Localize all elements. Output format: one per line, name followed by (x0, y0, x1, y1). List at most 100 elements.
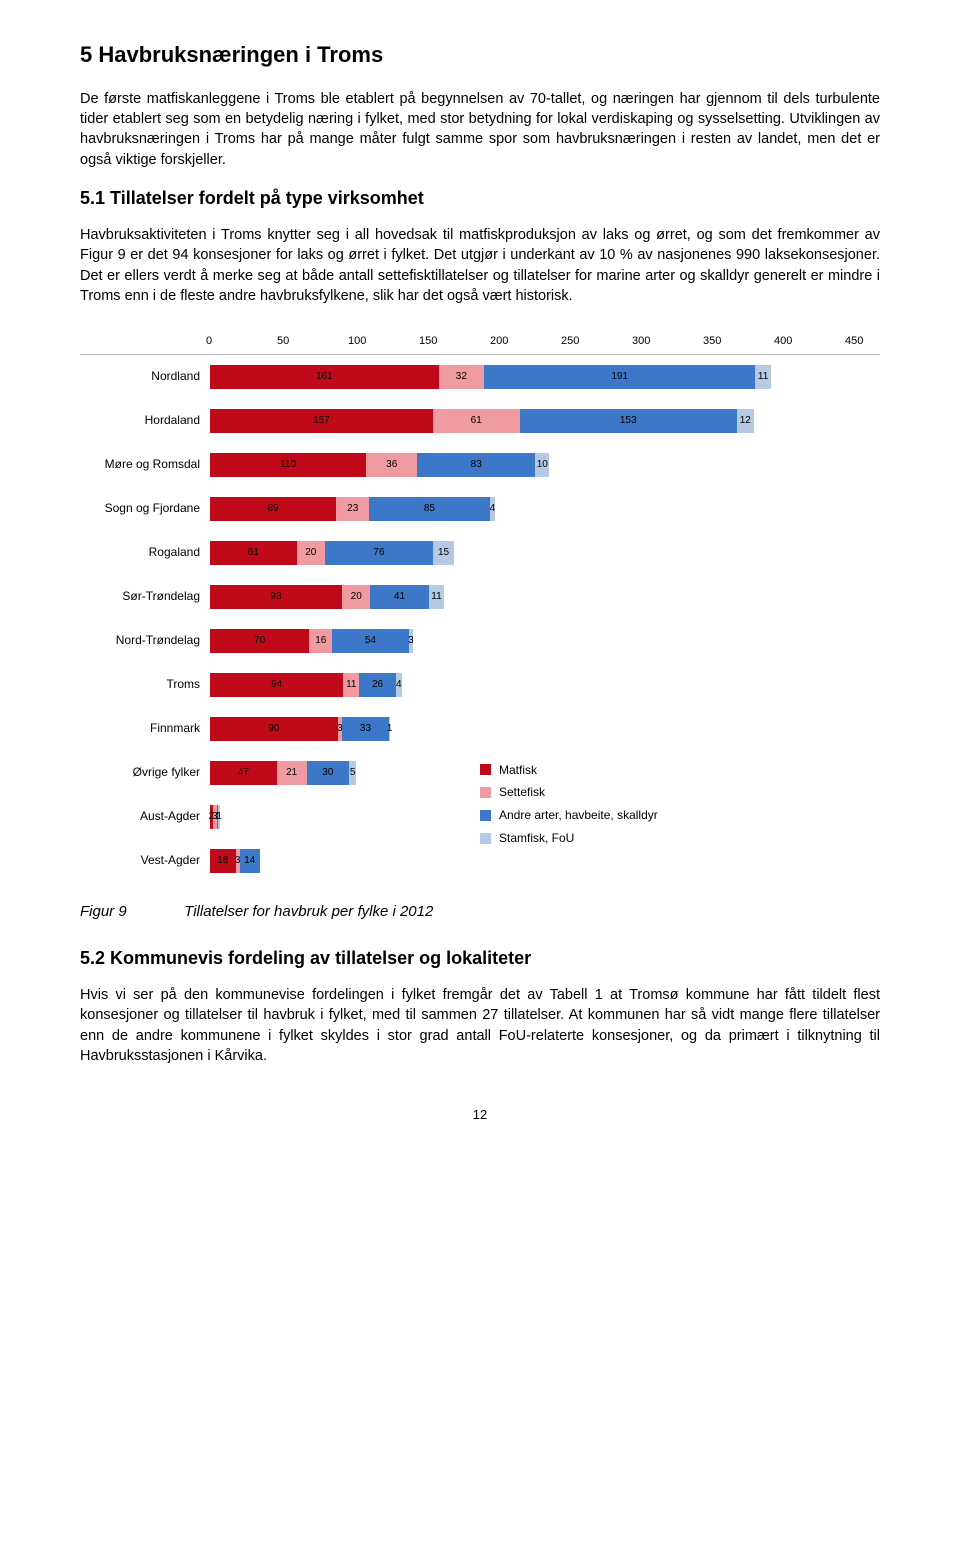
chart-bar-track: 93204111 (210, 585, 880, 609)
chart-row: Hordaland1576115312 (80, 399, 880, 443)
x-tick: 150 (419, 334, 490, 349)
legend-label: Stamfisk, FoU (499, 830, 574, 847)
figure-caption: Figur 9 Tillatelser for havbruk per fylk… (80, 901, 880, 922)
legend-label: Andre arter, havbeite, skalldyr (499, 807, 658, 824)
chart-row-label: Aust-Agder (80, 808, 210, 825)
chart-bar-segment: 153 (520, 409, 737, 433)
chart-row-label: Sogn og Fjordane (80, 500, 210, 517)
chart-bar-segment: 90 (210, 717, 338, 741)
chart-bar-segment: 33 (342, 717, 389, 741)
chart-bar-segment: 26 (359, 673, 396, 697)
chart-bar-segment: 5 (349, 761, 356, 785)
x-tick: 450 (845, 334, 916, 349)
subsection-heading-1: 5.1 Tillatelser fordelt på type virksomh… (80, 186, 880, 211)
chart-bar-segment: 12 (737, 409, 754, 433)
chart-bar-segment: 47 (210, 761, 277, 785)
chart-row: Rogaland61207615 (80, 531, 880, 575)
chart-bar-segment: 191 (484, 365, 755, 389)
x-tick: 0 (206, 334, 277, 349)
chart-row-label: Sør-Trøndelag (80, 588, 210, 605)
paragraph-2: Havbruksaktiviteten i Troms knytter seg … (80, 225, 880, 306)
x-tick: 50 (277, 334, 348, 349)
x-tick: 250 (561, 334, 632, 349)
chart-bar-segment: 20 (342, 585, 370, 609)
subsection-heading-2: 5.2 Kommunevis fordeling av tillatelser … (80, 946, 880, 971)
chart-bar-segment: 83 (417, 453, 535, 477)
chart-row-label: Øvrige fylker (80, 764, 210, 781)
chart-row-label: Finnmark (80, 720, 210, 737)
legend-label: Settefisk (499, 784, 545, 801)
chart-bar-segment: 161 (210, 365, 439, 389)
chart-bar-segment: 4 (490, 497, 496, 521)
chart-bar-segment: 110 (210, 453, 366, 477)
chart-bar-track: 1576115312 (210, 409, 880, 433)
chart-bar-track: 903331 (210, 717, 880, 741)
chart-bar-segment: 36 (366, 453, 417, 477)
x-tick: 300 (632, 334, 703, 349)
section-heading: 5 Havbruksnæringen i Troms (80, 40, 880, 71)
chart-bar-segment: 16 (309, 629, 332, 653)
chart-bar-track: 110368310 (210, 453, 880, 477)
x-tick: 400 (774, 334, 845, 349)
legend-swatch (480, 764, 491, 775)
chart-bar-segment: 94 (210, 673, 343, 697)
chart-container: 050100150200250300350400450 Nordland1613… (80, 334, 880, 882)
legend-item: Andre arter, havbeite, skalldyr (480, 807, 658, 824)
chart-bar-segment: 61 (210, 541, 297, 565)
x-tick: 100 (348, 334, 419, 349)
chart-bar-segment: 1 (389, 717, 390, 741)
chart-row: Troms9411264 (80, 663, 880, 707)
chart-bar-segment: 85 (369, 497, 490, 521)
chart-row-label: Troms (80, 676, 210, 693)
chart-bar-track: 9411264 (210, 673, 880, 697)
legend-swatch (480, 833, 491, 844)
chart-bar-segment: 11 (429, 585, 445, 609)
legend-swatch (480, 787, 491, 798)
legend-item: Stamfisk, FoU (480, 830, 658, 847)
chart-bar-segment: 14 (240, 849, 260, 873)
chart-bar-segment: 32 (439, 365, 484, 389)
paragraph-intro: De første matfiskanleggene i Troms ble e… (80, 89, 880, 170)
chart-row-label: Nord-Trøndelag (80, 632, 210, 649)
chart-bar-track: 7016543 (210, 629, 880, 653)
chart-row: Nordland1613219111 (80, 355, 880, 399)
chart-bar-segment: 76 (325, 541, 433, 565)
chart-bar-segment: 157 (210, 409, 433, 433)
chart-bar-segment: 18 (210, 849, 236, 873)
chart-bar-segment: 89 (210, 497, 336, 521)
chart-bar-segment: 21 (277, 761, 307, 785)
chart-row-label: Nordland (80, 368, 210, 385)
chart-row: Finnmark903331 (80, 707, 880, 751)
chart-row: Sør-Trøndelag93204111 (80, 575, 880, 619)
chart-x-axis: 050100150200250300350400450 (210, 334, 880, 349)
chart-bar-segment: 30 (307, 761, 350, 785)
chart-bar-segment: 11 (755, 365, 771, 389)
chart-row: Møre og Romsdal110368310 (80, 443, 880, 487)
chart-legend: Matfisk Settefisk Andre arter, havbeite, s… (480, 762, 658, 853)
figure-number: Figur 9 (80, 901, 180, 922)
chart-bar-segment: 70 (210, 629, 309, 653)
chart-bar-segment: 54 (332, 629, 409, 653)
chart-bar-segment: 20 (297, 541, 325, 565)
legend-swatch (480, 810, 491, 821)
chart-row-label: Hordaland (80, 412, 210, 429)
chart-row: Sogn og Fjordane8923854 (80, 487, 880, 531)
legend-item: Settefisk (480, 784, 658, 801)
chart-bar-segment: 1 (218, 805, 219, 829)
chart-row-label: Vest-Agder (80, 852, 210, 869)
chart-bar-segment: 93 (210, 585, 342, 609)
chart-bar-segment: 4 (396, 673, 402, 697)
chart-bar-segment: 15 (433, 541, 454, 565)
chart-bar-track: 1613219111 (210, 365, 880, 389)
chart-bar-segment: 11 (343, 673, 359, 697)
chart-row-label: Rogaland (80, 544, 210, 561)
chart-bar-track: 61207615 (210, 541, 880, 565)
stacked-bar-chart: 050100150200250300350400450 Nordland1613… (80, 334, 880, 882)
chart-bar-segment: 61 (433, 409, 520, 433)
chart-row-label: Møre og Romsdal (80, 456, 210, 473)
legend-label: Matfisk (499, 762, 537, 779)
x-tick: 200 (490, 334, 561, 349)
chart-bar-segment: 3 (409, 629, 413, 653)
legend-item: Matfisk (480, 762, 658, 779)
figure-caption-text: Tillatelser for havbruk per fylke i 2012 (184, 903, 433, 920)
